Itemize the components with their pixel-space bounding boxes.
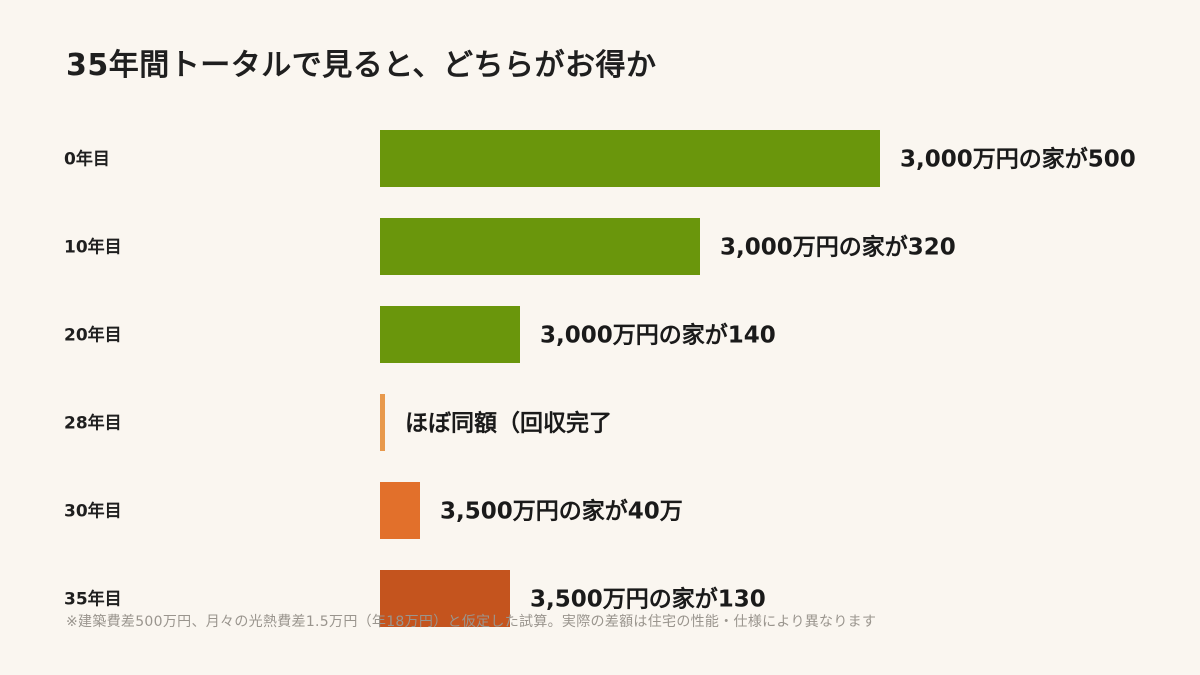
chart-title: 35年間トータルで見ると、どちらがお得か — [66, 48, 657, 83]
footnote: ※建築費差500万円、月々の光熱費差1.5万円（年18万円）と仮定した試算。実際… — [66, 614, 877, 630]
bar — [380, 482, 420, 539]
bar — [380, 218, 700, 275]
data-label: 3,500万円の家が130 — [530, 586, 766, 613]
bar — [380, 570, 510, 627]
bar — [380, 306, 520, 363]
data-label: 3,000万円の家が320 — [720, 234, 956, 261]
data-label: 3,500万円の家が40万 — [440, 498, 683, 525]
bar — [380, 130, 880, 187]
category-label: 0年目 — [64, 149, 110, 170]
data-label: 3,000万円の家が140 — [540, 322, 776, 349]
category-label: 30年目 — [64, 501, 122, 522]
bar — [380, 394, 385, 451]
category-label: 20年目 — [64, 325, 122, 346]
category-label: 28年目 — [64, 413, 122, 434]
data-label: 3,000万円の家が500 — [900, 146, 1136, 173]
category-label: 10年目 — [64, 237, 122, 258]
category-label: 35年目 — [64, 589, 122, 610]
data-label: ほぼ同額（回収完了 — [405, 410, 612, 437]
